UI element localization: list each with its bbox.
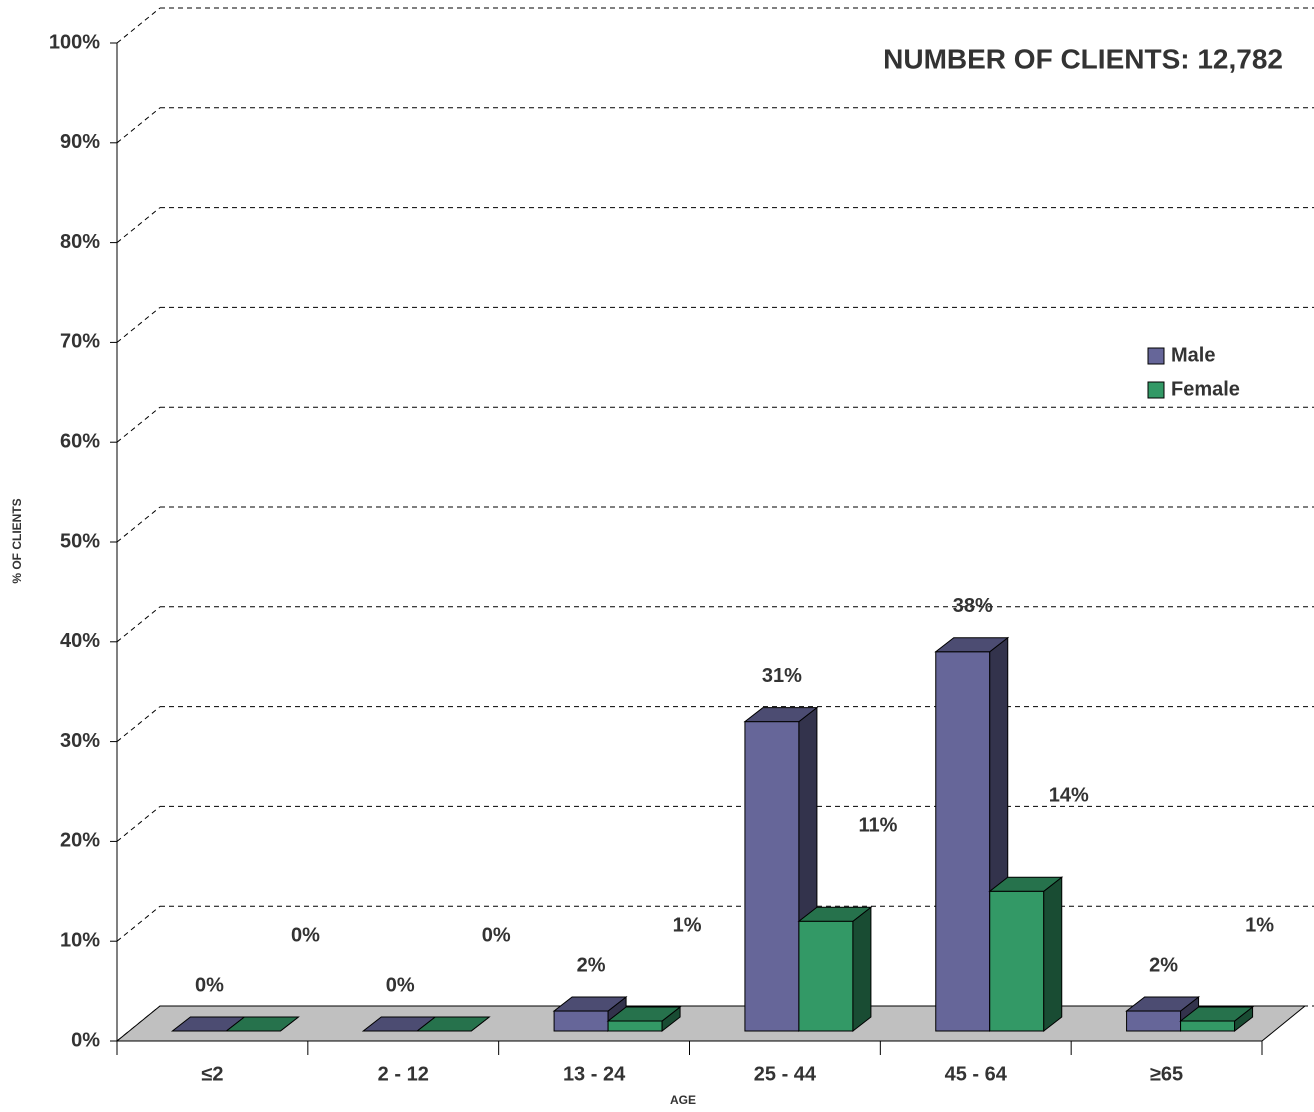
legend-label: Female <box>1171 378 1240 400</box>
bar-top <box>797 906 873 922</box>
y-tick-label: 40% <box>60 630 100 652</box>
y-axis-label: % OF CLIENTS <box>10 498 24 583</box>
bar-top <box>552 996 628 1012</box>
grid-line <box>116 506 161 543</box>
bar <box>798 920 854 1032</box>
x-axis-label: AGE <box>670 1093 696 1107</box>
bar-top <box>224 1016 300 1032</box>
grid-line <box>116 706 161 742</box>
bar-side <box>1043 876 1063 1033</box>
bar <box>1180 1020 1236 1032</box>
grid-line <box>116 406 161 443</box>
annotation: NUMBER OF CLIENTS: 12,782 <box>883 43 1283 74</box>
grid-line <box>116 307 161 343</box>
x-tick-label: 45 - 64 <box>945 1063 1008 1085</box>
x-tick-label: 2 - 12 <box>378 1063 429 1085</box>
bar-top <box>1179 1006 1255 1022</box>
y-tick-label: 100% <box>49 31 100 53</box>
legend-swatch <box>1147 381 1165 399</box>
y-tick-label: 80% <box>60 231 100 253</box>
value-label: 1% <box>1245 914 1274 936</box>
bar-top <box>743 707 819 723</box>
value-label: 11% <box>858 815 897 837</box>
bar <box>607 1020 663 1032</box>
value-label: 0% <box>482 924 511 946</box>
y-tick-label: 70% <box>60 331 100 353</box>
y-tick-label: 20% <box>60 830 100 852</box>
x-tick-label: 13 - 24 <box>563 1063 626 1085</box>
bar-top <box>415 1016 491 1032</box>
bar <box>553 1010 609 1032</box>
value-label: 38% <box>953 595 993 617</box>
grid-line <box>116 905 161 942</box>
value-label: 2% <box>577 954 606 976</box>
grid-line <box>116 107 161 144</box>
x-tick-label: 25 - 44 <box>754 1063 817 1085</box>
bar-top <box>1125 996 1201 1012</box>
bar-top <box>606 1006 682 1022</box>
bar <box>1126 1010 1182 1032</box>
grid-line <box>116 207 161 243</box>
y-tick-label: 10% <box>60 929 100 951</box>
y-tick-label: 0% <box>71 1029 100 1051</box>
legend-label: Male <box>1171 344 1215 366</box>
y-tick-label: 30% <box>60 730 100 752</box>
bar <box>744 721 800 1032</box>
value-label: 0% <box>291 924 320 946</box>
x-tick-label: ≥65 <box>1150 1063 1183 1085</box>
value-label: 31% <box>762 665 802 687</box>
grid-line <box>116 806 161 842</box>
bar-top <box>988 876 1064 892</box>
value-label: 2% <box>1149 954 1178 976</box>
grid-line <box>116 7 161 44</box>
value-label: 0% <box>386 974 415 996</box>
x-tick-label: ≤2 <box>201 1063 223 1085</box>
value-label: 14% <box>1049 785 1089 807</box>
grid-line <box>116 606 161 643</box>
bar <box>935 651 991 1032</box>
value-label: 1% <box>673 914 702 936</box>
value-label: 0% <box>195 974 224 996</box>
bar-top <box>934 637 1010 653</box>
legend-swatch <box>1147 347 1165 365</box>
bar-side <box>852 906 872 1033</box>
y-tick-label: 60% <box>60 430 100 452</box>
bar <box>989 890 1045 1032</box>
y-tick-label: 50% <box>60 530 100 552</box>
y-tick-label: 90% <box>60 131 100 153</box>
